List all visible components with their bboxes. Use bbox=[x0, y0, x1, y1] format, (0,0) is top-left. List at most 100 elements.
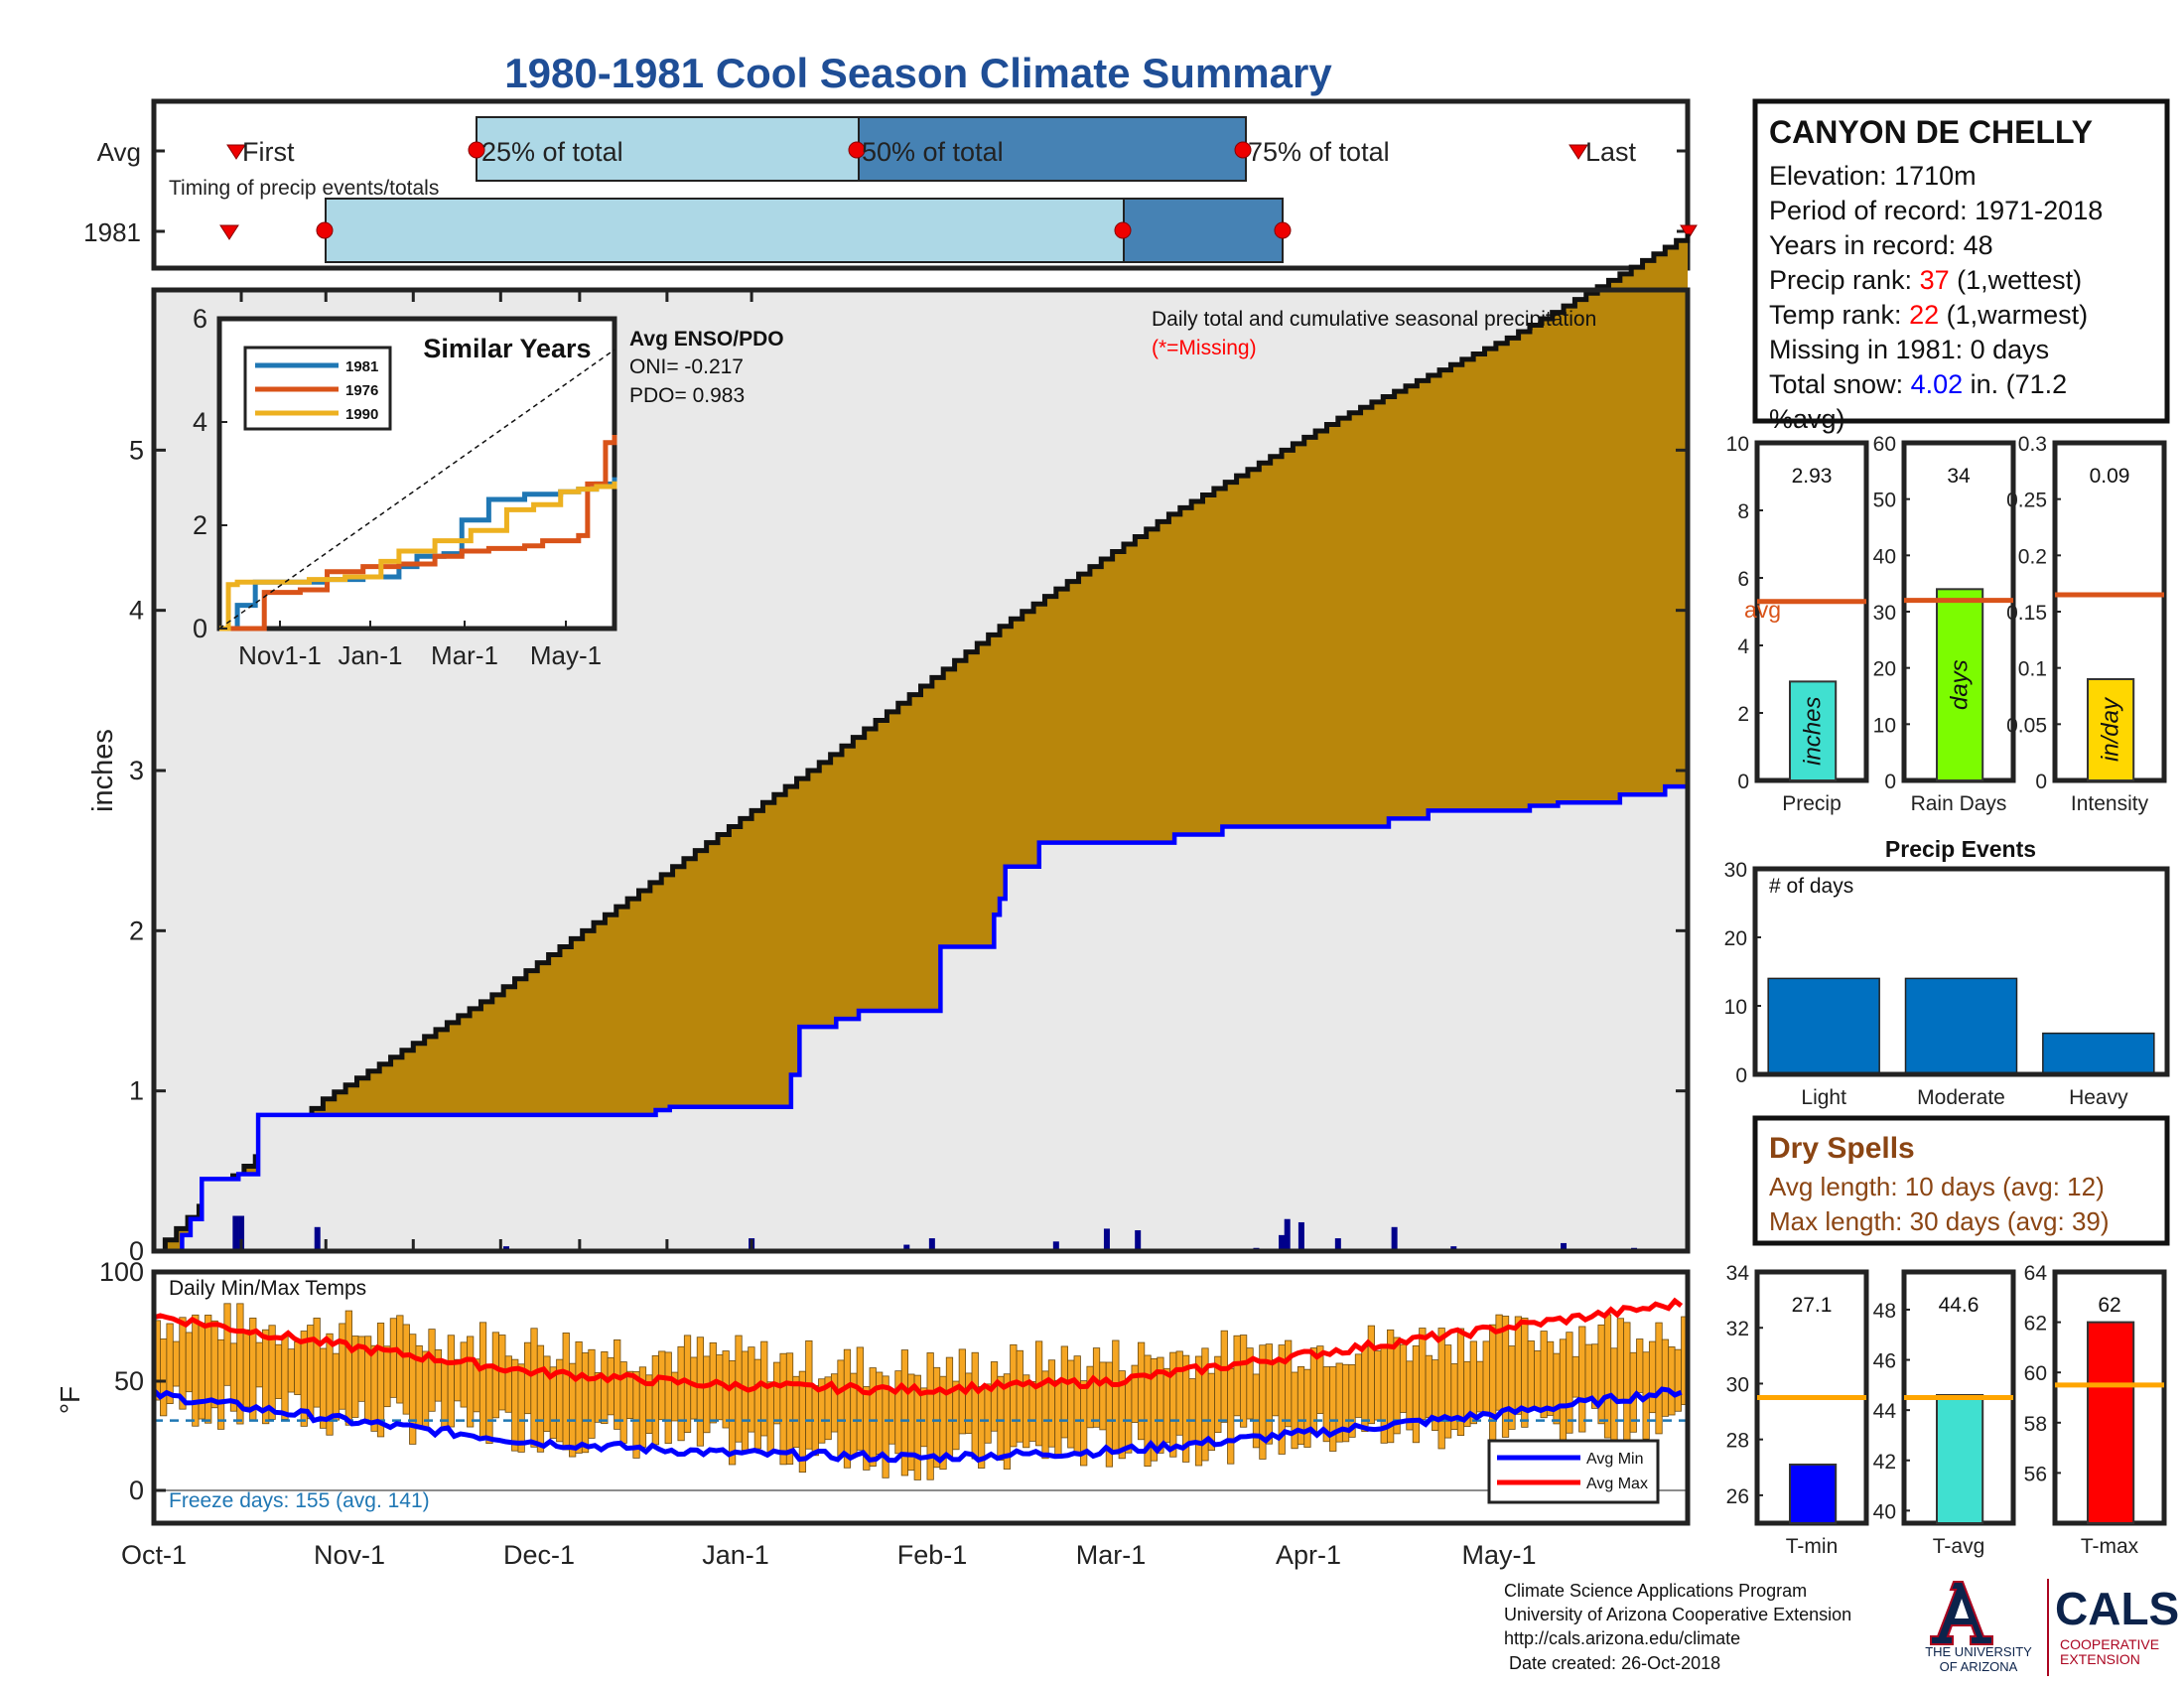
precip_total-y-tick-label: 2 bbox=[1737, 703, 1749, 726]
daily-temp-bar bbox=[1188, 1378, 1196, 1444]
tmin-y-tick-label: 32 bbox=[1726, 1318, 1749, 1340]
precip-events-panel: Precip Events Light Moderate Heavy0102030 … bbox=[1724, 836, 2170, 1109]
daily-temp-bar bbox=[160, 1338, 168, 1417]
ua-text-2: OF ARIZONA bbox=[1940, 1659, 2018, 1674]
tavg-y-tick-label: 46 bbox=[1873, 1350, 1896, 1373]
tmax-value: 62 bbox=[2098, 1294, 2120, 1317]
precip_total-value: 2.93 bbox=[1792, 465, 1833, 488]
daily-temp-bar bbox=[383, 1345, 391, 1408]
daily-temp-bar bbox=[601, 1350, 609, 1425]
daily-temp-bar bbox=[1597, 1324, 1605, 1425]
intensity-y-tick-label: 0.15 bbox=[2006, 602, 2047, 625]
daily-temp-bar bbox=[421, 1350, 430, 1428]
daily-temp-bar bbox=[332, 1352, 341, 1421]
daily-temp-bar bbox=[1443, 1344, 1452, 1439]
snow-suffix: in. (71.2 bbox=[1963, 369, 2067, 399]
precip-event-bar bbox=[1767, 977, 1880, 1075]
daily-temp-bar bbox=[210, 1320, 218, 1409]
daily-temp-bar bbox=[1501, 1316, 1510, 1438]
daily-temp-bar bbox=[491, 1332, 500, 1419]
daily-temp-bar bbox=[607, 1356, 614, 1416]
daily-temp-bar bbox=[454, 1358, 462, 1402]
rain_days-y-tick-label: 60 bbox=[1873, 433, 1896, 456]
main-note: Daily total and cumulative seasonal prec… bbox=[1152, 308, 1596, 331]
daily-temp-bar bbox=[664, 1351, 672, 1445]
x-axis-label: Apr-1 bbox=[1276, 1540, 1341, 1570]
daily-temp-bar bbox=[281, 1335, 289, 1420]
avg-25-marker bbox=[468, 141, 485, 159]
station-snow: Total snow: 4.02 in. (71.2 bbox=[1769, 369, 2067, 399]
x-axis-label: Nov-1 bbox=[314, 1540, 385, 1570]
daily-temp-bar bbox=[478, 1322, 487, 1439]
daily-temp-bar bbox=[716, 1354, 724, 1421]
avg-75-marker bbox=[1234, 141, 1252, 159]
daily-temp-bar bbox=[1636, 1338, 1644, 1393]
rain_days-y-tick-label: 10 bbox=[1873, 714, 1896, 737]
avg-last-marker bbox=[1569, 144, 1588, 160]
daily-temp-bar bbox=[370, 1344, 378, 1432]
daily-temp-bar bbox=[447, 1335, 455, 1428]
daily-temp-bar bbox=[1067, 1359, 1075, 1449]
daily-temp-bar bbox=[1354, 1353, 1363, 1418]
daily-temp-bar bbox=[434, 1348, 443, 1402]
daily-temp-bar bbox=[753, 1358, 761, 1450]
intensity-y-tick-label: 0 bbox=[2035, 771, 2047, 793]
daily-precip-bar bbox=[1297, 1221, 1304, 1251]
inset-legend-1976: 1976 bbox=[345, 382, 378, 399]
tavg-y-tick-label: 42 bbox=[1873, 1451, 1896, 1474]
1981-last-marker bbox=[1680, 224, 1698, 239]
daily-temp-bar bbox=[1508, 1345, 1516, 1430]
rain_days-bar bbox=[1936, 588, 1984, 781]
daily-temp-bar bbox=[1175, 1350, 1183, 1436]
daily-temp-bar bbox=[1584, 1343, 1592, 1399]
precip-event-y-tick-label: 20 bbox=[1724, 927, 1747, 950]
1981-75-marker bbox=[1274, 221, 1292, 239]
tmax-y-tick-label: 58 bbox=[2024, 1413, 2047, 1436]
station-name: CANYON DE CHELLY bbox=[1769, 114, 2093, 150]
precip-event-bar bbox=[2042, 1032, 2155, 1075]
avg-50-marker bbox=[848, 141, 866, 159]
footer: Climate Science Applications Program Uni… bbox=[1504, 1579, 2179, 1676]
station-elevation: Elevation: 1710m bbox=[1769, 161, 1977, 191]
daily-temp-bar bbox=[402, 1324, 410, 1415]
y-tick-label: 3 bbox=[129, 756, 144, 785]
daily-temp-bar bbox=[651, 1354, 659, 1446]
daily-temp-bar bbox=[677, 1345, 685, 1442]
inset-y-tick-label: 2 bbox=[193, 510, 207, 540]
rain_days-y-tick-label: 20 bbox=[1873, 658, 1896, 681]
daily-precip-bar bbox=[1103, 1228, 1110, 1251]
precip_total-y-tick-label: 0 bbox=[1737, 771, 1749, 793]
enso-oni: ONI= -0.217 bbox=[629, 355, 744, 378]
daily-temp-bar bbox=[294, 1340, 302, 1395]
daily-temp-bar bbox=[1578, 1326, 1586, 1433]
station-period: Period of record: 1971-2018 bbox=[1769, 196, 2103, 225]
temp-ylabel: °F bbox=[55, 1386, 85, 1414]
daily-precip-bar bbox=[928, 1238, 935, 1251]
tmax-y-tick-label: 64 bbox=[2024, 1262, 2048, 1285]
precip-event-label: Light bbox=[1801, 1086, 1846, 1109]
daily-temp-bar bbox=[575, 1340, 583, 1454]
precip_total-y-tick-label: 4 bbox=[1737, 635, 1749, 658]
daily-temp-bar bbox=[460, 1341, 468, 1408]
y-tick-label: 5 bbox=[129, 435, 144, 465]
timing-label-25: 25% of total bbox=[481, 137, 623, 167]
daily-temp-bar bbox=[1329, 1366, 1337, 1452]
daily-temp-bar bbox=[1047, 1359, 1056, 1448]
daily-precip-bar bbox=[1279, 1234, 1286, 1251]
tmax-label: T-max bbox=[2081, 1535, 2139, 1558]
daily-temp-bar bbox=[1099, 1361, 1107, 1431]
daily-temp-bar bbox=[728, 1360, 737, 1466]
daily-temp-bar bbox=[517, 1363, 525, 1453]
x-axis-label: Dec-1 bbox=[503, 1540, 575, 1570]
daily-temp-bar bbox=[1374, 1350, 1382, 1421]
rain_days-y-tick-label: 50 bbox=[1873, 490, 1896, 512]
temp-title: Daily Min/Max Temps bbox=[169, 1277, 366, 1300]
x-axis-label: Mar-1 bbox=[1076, 1540, 1147, 1570]
summary-bar-charts: 2.930246810Precipinchesavg34010203040506… bbox=[1726, 433, 2167, 1558]
daily-temp-bar bbox=[1399, 1343, 1408, 1413]
tmax-y-tick-label: 56 bbox=[2024, 1463, 2047, 1485]
cumulative-precip-panel: 0 1 2 3 4 5 inches Daily total and cumulative… bbox=[87, 233, 1691, 1266]
precip-rank-value: 37 bbox=[1920, 265, 1950, 295]
precip_total-bar-label: inches bbox=[1800, 697, 1827, 766]
daily-temp-bar bbox=[1265, 1343, 1273, 1445]
